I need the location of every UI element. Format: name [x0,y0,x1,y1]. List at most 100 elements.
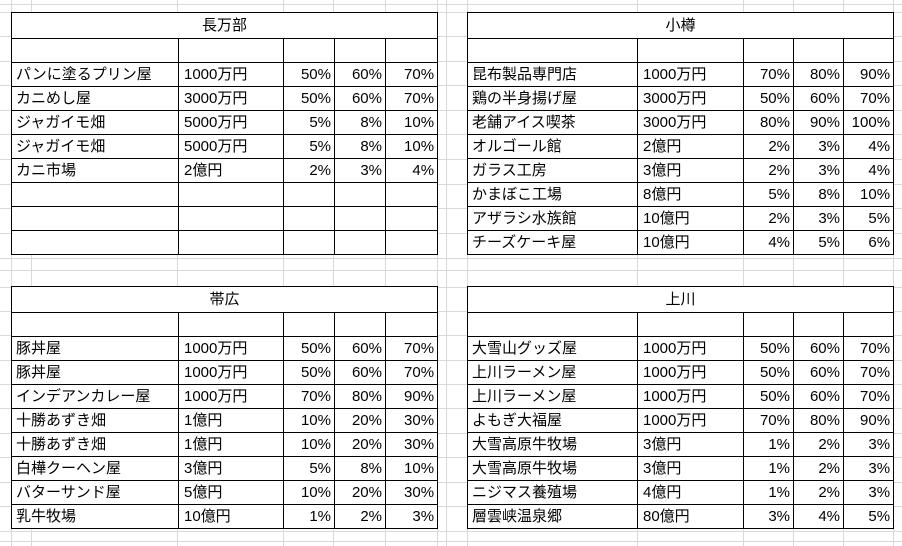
business-name-cell[interactable]: よもぎ大福屋 [467,408,638,433]
price-cell[interactable]: 10億円 [178,504,284,529]
price-cell[interactable]: 1000万円 [637,336,744,361]
rate-cell[interactable]: 2% [793,480,844,505]
rate-cell[interactable]: 90% [384,384,439,409]
business-name-cell[interactable] [11,182,179,207]
rate-cell[interactable]: 60% [793,384,844,409]
business-name-cell[interactable]: 十勝あずき畑 [11,432,179,457]
price-cell[interactable]: 1000万円 [637,384,744,409]
empty-cell[interactable] [11,38,179,63]
price-cell[interactable]: 10億円 [637,206,744,231]
rate-cell[interactable]: 2% [743,158,794,183]
rate-cell[interactable]: 60% [793,360,844,385]
rate-cell[interactable]: 70% [743,62,794,87]
business-name-cell[interactable]: アザラシ水族館 [467,206,638,231]
rate-cell[interactable]: 50% [743,336,794,361]
rate-cell[interactable]: 1% [743,432,794,457]
rate-cell[interactable]: 80% [743,110,794,135]
rate-cell[interactable]: 5% [283,110,335,135]
rate-cell[interactable]: 80% [334,384,386,409]
price-cell[interactable]: 3000万円 [637,110,744,135]
price-cell[interactable]: 80億円 [637,504,744,529]
price-cell[interactable]: 5000万円 [178,110,284,135]
rate-cell[interactable]: 10% [283,432,335,457]
rate-cell[interactable]: 50% [283,62,335,87]
price-cell[interactable]: 2億円 [178,158,284,183]
business-name-cell[interactable]: カニ市場 [11,158,179,183]
price-cell[interactable] [178,230,284,255]
rate-cell[interactable] [384,182,439,207]
empty-cell[interactable] [842,38,895,63]
rate-cell[interactable]: 2% [793,456,844,481]
rate-cell[interactable]: 100% [842,110,895,135]
business-name-cell[interactable]: かまぼこ工場 [467,182,638,207]
rate-cell[interactable]: 5% [842,504,895,529]
rate-cell[interactable]: 20% [334,432,386,457]
rate-cell[interactable]: 60% [334,86,386,111]
price-cell[interactable]: 1000万円 [178,384,284,409]
empty-cell[interactable] [334,312,386,337]
rate-cell[interactable]: 80% [793,408,844,433]
rate-cell[interactable]: 90% [793,110,844,135]
rate-cell[interactable] [384,230,439,255]
empty-cell[interactable] [283,312,335,337]
price-cell[interactable]: 4億円 [637,480,744,505]
rate-cell[interactable]: 5% [283,134,335,159]
rate-cell[interactable]: 50% [283,336,335,361]
empty-cell[interactable] [637,312,744,337]
business-name-cell[interactable] [11,206,179,231]
rate-cell[interactable]: 1% [283,504,335,529]
rate-cell[interactable] [283,206,335,231]
rate-cell[interactable]: 50% [743,384,794,409]
empty-cell[interactable] [384,38,439,63]
empty-cell[interactable] [467,312,638,337]
rate-cell[interactable]: 3% [793,158,844,183]
rate-cell[interactable]: 5% [793,230,844,255]
rate-cell[interactable]: 10% [842,182,895,207]
price-cell[interactable] [178,182,284,207]
business-name-cell[interactable]: 昆布製品専門店 [467,62,638,87]
business-name-cell[interactable]: チーズケーキ屋 [467,230,638,255]
business-name-cell[interactable]: 白樺クーヘン屋 [11,456,179,481]
business-name-cell[interactable]: ニジマス養殖場 [467,480,638,505]
rate-cell[interactable]: 5% [283,456,335,481]
rate-cell[interactable]: 1% [743,456,794,481]
rate-cell[interactable]: 4% [384,158,439,183]
rate-cell[interactable]: 30% [384,480,439,505]
business-name-cell[interactable]: 大雪高原牛牧場 [467,432,638,457]
rate-cell[interactable]: 30% [384,408,439,433]
empty-cell[interactable] [743,38,794,63]
price-cell[interactable]: 1000万円 [178,360,284,385]
price-cell[interactable]: 5億円 [178,480,284,505]
price-cell[interactable]: 10億円 [637,230,744,255]
business-name-cell[interactable]: ジャガイモ畑 [11,134,179,159]
empty-cell[interactable] [743,312,794,337]
business-name-cell[interactable]: カニめし屋 [11,86,179,111]
rate-cell[interactable]: 60% [334,336,386,361]
rate-cell[interactable] [334,230,386,255]
rate-cell[interactable]: 6% [842,230,895,255]
business-name-cell[interactable]: インデアンカレー屋 [11,384,179,409]
table-title-cell[interactable]: 帯広 [10,286,439,313]
rate-cell[interactable]: 50% [743,86,794,111]
rate-cell[interactable]: 60% [793,86,844,111]
rate-cell[interactable] [334,182,386,207]
rate-cell[interactable]: 70% [842,360,895,385]
price-cell[interactable]: 3億円 [637,456,744,481]
rate-cell[interactable]: 4% [743,230,794,255]
rate-cell[interactable]: 3% [793,134,844,159]
rate-cell[interactable]: 10% [283,408,335,433]
business-name-cell[interactable]: 鶏の半身揚げ屋 [467,86,638,111]
rate-cell[interactable] [334,206,386,231]
table-title-cell[interactable]: 長万部 [10,12,439,39]
business-name-cell[interactable]: ガラス工房 [467,158,638,183]
empty-cell[interactable] [334,38,386,63]
rate-cell[interactable]: 50% [283,360,335,385]
business-name-cell[interactable] [11,230,179,255]
rate-cell[interactable]: 70% [842,336,895,361]
business-name-cell[interactable]: バターサンド屋 [11,480,179,505]
table-title-cell[interactable]: 上川 [466,286,895,313]
empty-cell[interactable] [283,38,335,63]
business-name-cell[interactable]: パンに塗るプリン屋 [11,62,179,87]
rate-cell[interactable]: 70% [743,408,794,433]
business-name-cell[interactable]: オルゴール館 [467,134,638,159]
